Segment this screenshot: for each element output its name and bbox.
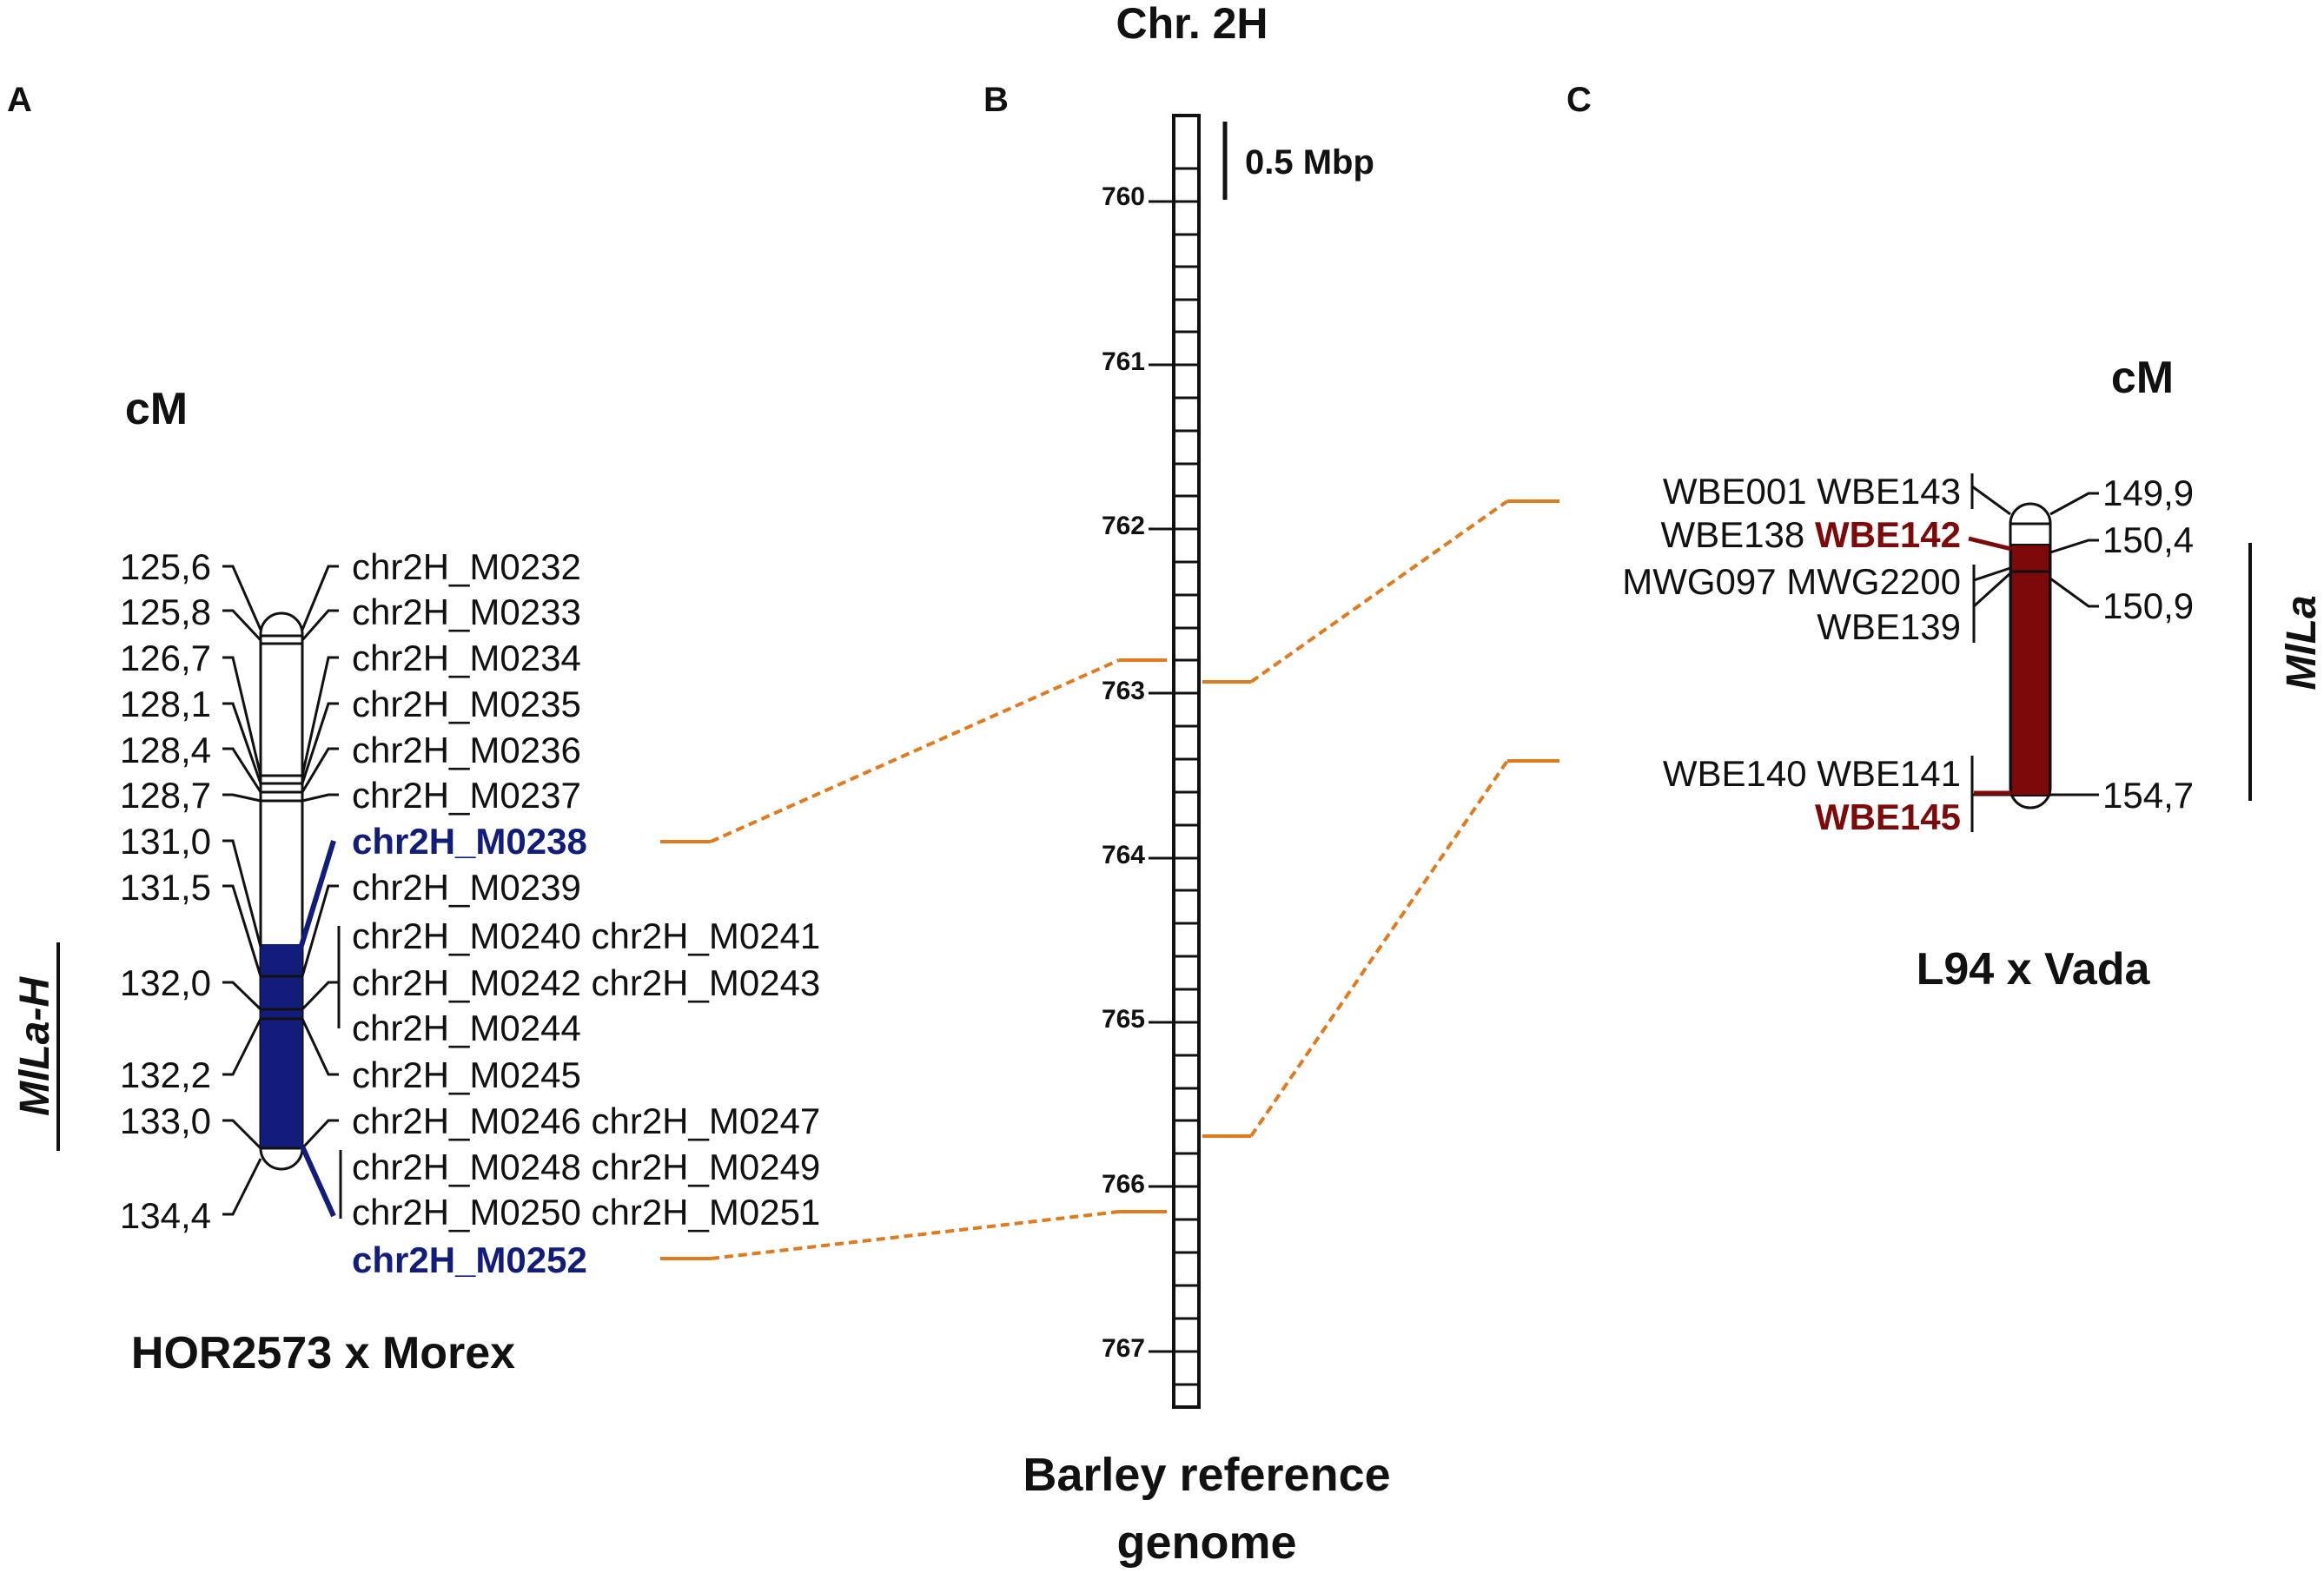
marker-label: MWG097 MWG2200 xyxy=(1622,561,1961,602)
marker-label: chr2H_M0232 xyxy=(352,546,581,587)
cm-position: 131,0 xyxy=(120,821,211,862)
reference-label-line1: Barley reference xyxy=(1023,1449,1390,1501)
map-a-right-connectors xyxy=(301,565,342,1219)
marker-label: chr2H_M0240 chr2H_M0241 xyxy=(352,915,820,956)
reference-label-line2: genome xyxy=(1116,1517,1296,1569)
cm-position: 131,5 xyxy=(120,867,211,908)
map-c-unit-label: cM xyxy=(2111,353,2174,403)
reference-genome-bar xyxy=(1149,114,1201,1409)
map-a-left-connectors xyxy=(222,565,262,1216)
cm-position: 128,7 xyxy=(120,775,211,816)
locus-c-label: MlLa xyxy=(2279,595,2324,690)
marker-label: chr2H_M0245 xyxy=(352,1054,581,1095)
flanking-marker-red: WBE142 xyxy=(1815,514,1961,555)
marker-label: chr2H_M0234 xyxy=(352,638,581,678)
locus-a-label: MlLa-H xyxy=(12,976,58,1116)
reference-ticks: 760 761 762 763 764 765 766 767 xyxy=(1102,182,1145,1363)
marker-label: chr2H_M0250 chr2H_M0251 xyxy=(352,1192,820,1233)
marker-label: WBE139 xyxy=(1817,606,1961,647)
cm-position: 149,9 xyxy=(2102,473,2194,513)
correspondence-lines xyxy=(660,499,1559,1260)
tick-label: 762 xyxy=(1102,512,1145,540)
scale-bar-label: 0.5 Mbp xyxy=(1245,143,1374,182)
tick-label: 765 xyxy=(1102,1005,1145,1034)
panel-a-label: A xyxy=(7,81,32,119)
cm-position: 125,8 xyxy=(120,592,211,632)
marker-label: chr2H_M0237 xyxy=(352,775,581,816)
cm-position: 150,9 xyxy=(2102,585,2194,626)
marker-label: chr2H_M0242 chr2H_M0243 xyxy=(352,962,820,1003)
panel-c-label: C xyxy=(1566,81,1592,119)
map-a-unit-label: cM xyxy=(125,384,188,434)
marker-label: chr2H_M0236 xyxy=(352,730,581,770)
tick-label: 763 xyxy=(1102,677,1145,705)
flanking-marker-red: WBE145 xyxy=(1815,796,1961,837)
panel-b-label: B xyxy=(983,81,1009,119)
reference-scale: 0.5 Mbp xyxy=(1222,122,1374,200)
map-c-markers: WBE001 WBE143 WBE138 WBE142 MWG097 MWG22… xyxy=(1622,471,1961,837)
chromosome-title: Chr. 2H xyxy=(1116,0,1268,48)
tick-label: 766 xyxy=(1102,1170,1145,1199)
map-c-positions: 149,9 150,4 150,9 154,7 xyxy=(2102,473,2194,816)
tick-label: 764 xyxy=(1102,841,1145,869)
chromosome-c xyxy=(2009,502,2052,810)
tick-label: 767 xyxy=(1102,1334,1145,1363)
map-c-red-connectors xyxy=(1968,536,2012,796)
map-a-flank-lines xyxy=(297,840,336,1218)
cm-position: 132,0 xyxy=(120,962,211,1003)
cm-position: 128,1 xyxy=(120,684,211,724)
flanking-marker-label: chr2H_M0252 xyxy=(352,1239,587,1280)
flanking-marker-label: chr2H_M0238 xyxy=(352,821,587,862)
marker-label: chr2H_M0239 xyxy=(352,867,581,908)
map-c-cross-label: L94 x Vada xyxy=(1917,944,2151,995)
cm-position: 132,2 xyxy=(120,1054,211,1095)
cm-position: 126,7 xyxy=(120,638,211,678)
marker-label: chr2H_M0246 chr2H_M0247 xyxy=(352,1100,820,1141)
marker-label: chr2H_M0248 chr2H_M0249 xyxy=(352,1147,820,1187)
cm-position: 134,4 xyxy=(120,1195,211,1236)
tick-label: 761 xyxy=(1102,347,1145,376)
map-a-positions: 125,6 125,8 126,7 128,1 128,4 128,7 131,… xyxy=(120,546,211,1236)
map-a-markers: chr2H_M0232 chr2H_M0233 chr2H_M0234 chr2… xyxy=(352,546,820,1280)
cm-position: 125,6 xyxy=(120,546,211,587)
marker-label: chr2H_M0235 xyxy=(352,684,581,724)
tick-label: 760 xyxy=(1102,182,1145,211)
cm-position: 154,7 xyxy=(2102,775,2194,816)
cm-position: 133,0 xyxy=(120,1100,211,1141)
marker-label: chr2H_M0244 xyxy=(352,1008,581,1048)
chromosome-a-introgression xyxy=(261,944,302,1149)
map-a-cross-label: HOR2573 x Morex xyxy=(131,1328,515,1378)
marker-label: WBE140 WBE141 xyxy=(1663,753,1961,794)
cm-position: 150,4 xyxy=(2102,519,2194,560)
cm-position: 128,4 xyxy=(120,730,211,770)
marker-label: WBE138 WBE142 xyxy=(1661,514,1961,555)
chromosome-c-introgression xyxy=(2010,544,2050,796)
marker-label: chr2H_M0233 xyxy=(352,592,581,632)
marker-label: WBE001 WBE143 xyxy=(1663,471,1961,512)
chromosome-a xyxy=(259,611,304,1171)
marker-plain: WBE138 xyxy=(1661,514,1815,555)
